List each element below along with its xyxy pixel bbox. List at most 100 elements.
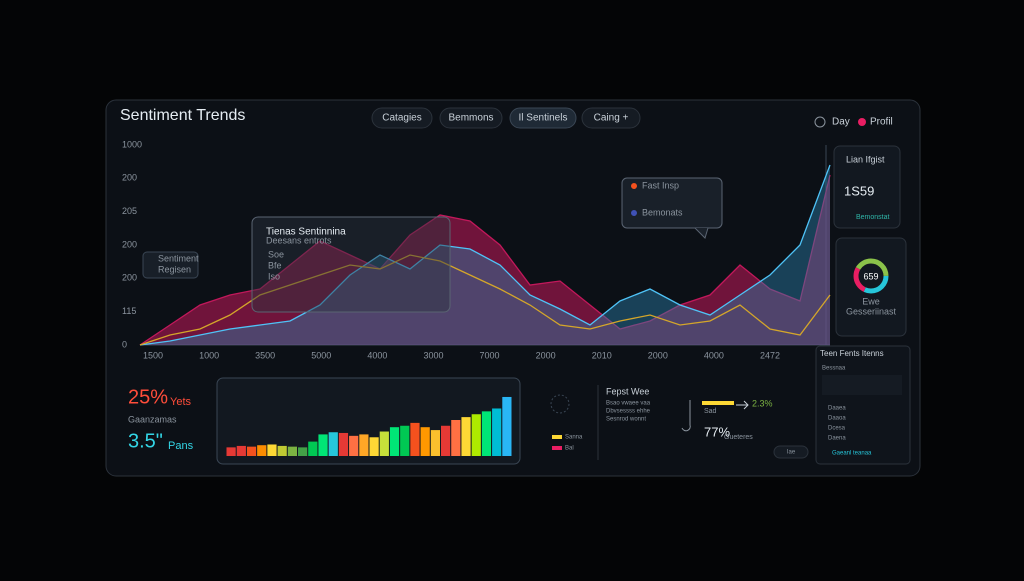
y-tick-label: 200 <box>122 239 137 249</box>
bar <box>257 445 267 456</box>
avatar <box>858 118 866 126</box>
bar <box>277 445 287 456</box>
action[interactable]: Day <box>832 117 850 128</box>
bar <box>451 420 461 456</box>
connector <box>681 400 691 432</box>
panel-text: Bsao vwaee vaa <box>606 401 651 407</box>
kpi-label: Pans <box>168 440 194 452</box>
line <box>139 174 831 346</box>
bar <box>420 427 430 456</box>
dot <box>631 183 637 189</box>
tabs: Catagies Bemmons Il Sentinels Caing + <box>371 107 641 129</box>
legend-label: Bal <box>565 446 574 452</box>
tooltip-text: Deesans entrots <box>266 235 332 245</box>
bar <box>338 432 349 456</box>
x-tick-label: 2010 <box>592 350 612 360</box>
list-row[interactable]: Daena <box>828 436 846 442</box>
bar <box>430 430 440 456</box>
kpi-caption: Gaanzamas <box>128 414 177 424</box>
list-subtitle: Bessnaa <box>822 366 846 372</box>
tab-label[interactable]: Caing + <box>594 113 629 124</box>
x-tick-label: 3000 <box>423 350 443 360</box>
x-tick-label: 7000 <box>480 350 500 360</box>
title: Sentiment Trends <box>120 107 245 124</box>
area <box>140 175 830 345</box>
x-tick-label: 4000 <box>367 350 387 360</box>
line <box>139 254 831 346</box>
tooltip-pointer <box>694 227 709 239</box>
tooltip-text: Fast Insp <box>642 180 679 190</box>
stat: 77% <box>704 424 730 439</box>
tab[interactable] <box>439 107 503 129</box>
tab-label[interactable]: Bemmons <box>448 113 493 124</box>
button[interactable] <box>773 445 809 459</box>
x-tick-label: 1000 <box>199 350 219 360</box>
tooltip <box>251 216 451 313</box>
list-row[interactable]: Dcesa <box>828 426 846 432</box>
card-value: 1S59 <box>844 183 874 198</box>
tooltip-text: Bemonats <box>642 207 683 217</box>
list-row[interactable]: Daaoa <box>828 416 846 422</box>
button-label[interactable]: Iae <box>787 450 796 456</box>
bar <box>502 396 512 456</box>
tooltip-title: Tienas Sentinnina <box>266 227 346 238</box>
tab-label[interactable]: Il Sentinels <box>519 113 568 124</box>
tab-active[interactable] <box>509 107 577 129</box>
bar <box>410 422 420 456</box>
y-tick-label: 205 <box>122 206 137 216</box>
bar <box>318 434 328 456</box>
area <box>140 165 830 345</box>
kpi-value: 25% <box>128 386 168 408</box>
bar <box>369 437 379 456</box>
action[interactable]: Profil <box>870 117 893 128</box>
bar <box>287 446 297 456</box>
y-tick-label: 115 <box>122 306 136 316</box>
icon <box>550 394 570 414</box>
bar <box>471 414 481 456</box>
tooltip-text: Bfe <box>268 260 282 270</box>
bar <box>328 432 338 456</box>
y-tick-label: 1000 <box>122 139 142 149</box>
kpi-label: Yets <box>170 396 192 408</box>
bar <box>226 447 236 456</box>
donut-ring <box>853 258 889 294</box>
tab[interactable] <box>371 107 433 129</box>
card-title: Lian Ifgist <box>846 154 885 164</box>
y-tick-label: 200 <box>122 173 137 183</box>
y-tick-label: 0 <box>122 339 127 349</box>
panel-title: Fepst Wee <box>606 386 649 396</box>
card-caption: Bemonstat <box>856 214 890 221</box>
progress <box>702 401 734 405</box>
stat: 2.3% <box>752 398 773 408</box>
x-tick-label: 2000 <box>536 350 556 360</box>
tab[interactable] <box>581 107 641 129</box>
bar <box>379 431 389 456</box>
panel-text: Dbvsessss ehhe <box>606 409 651 415</box>
y-tick-label: 200 <box>122 273 137 283</box>
card <box>833 145 901 229</box>
tooltip-text: Sentiment <box>158 253 199 263</box>
bar <box>400 425 410 456</box>
list-row[interactable]: Daaea <box>828 406 846 412</box>
tooltip <box>621 177 723 229</box>
card <box>835 237 907 337</box>
x-tick-label: 2000 <box>648 350 668 360</box>
list-title: Teen Fents Itenns <box>820 349 884 358</box>
bar <box>441 425 451 456</box>
tooltip-text: Iso <box>268 271 280 281</box>
dot <box>631 210 637 216</box>
bar-chart <box>226 396 512 456</box>
list-block <box>822 375 902 395</box>
legend-label: Sanna <box>565 435 583 441</box>
stat-label: Sad <box>704 408 717 415</box>
tooltip <box>142 251 199 279</box>
list-footer: Gaeanl teanaa <box>832 451 872 457</box>
bar <box>308 441 318 456</box>
tab-label[interactable]: Catagies <box>382 113 421 124</box>
x-tick-label: 4000 <box>704 350 724 360</box>
icon[interactable] <box>814 116 826 128</box>
tooltip-text: Soe <box>268 249 284 259</box>
bar <box>236 445 246 456</box>
bar <box>389 427 400 456</box>
